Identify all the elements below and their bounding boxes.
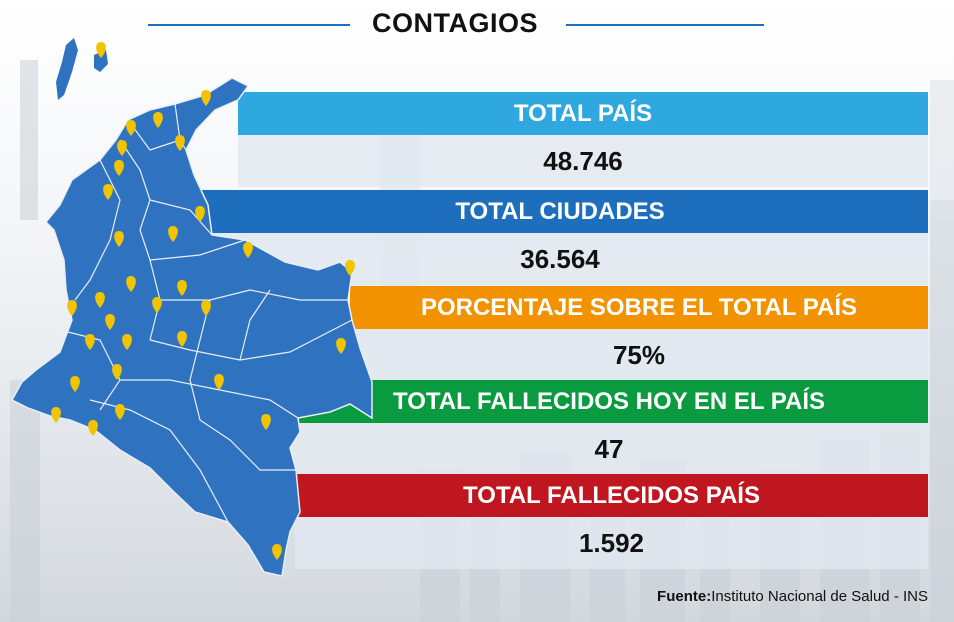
title-bar: CONTAGIOS [0, 0, 954, 50]
source-text: Instituto Nacional de Salud - INS [711, 588, 928, 605]
location-pin-icon [175, 135, 185, 151]
location-pin-icon [122, 334, 132, 350]
location-pin-icon [243, 242, 253, 258]
location-pin-icon [114, 160, 124, 176]
stat-header-fallecidos-hoy: TOTAL FALLECIDOS HOY EN EL PAÍS [290, 380, 928, 423]
stat-header-fallecidos-pais: TOTAL FALLECIDOS PAÍS [295, 474, 928, 517]
location-pin-icon [345, 260, 355, 276]
title-line-left [148, 24, 350, 26]
location-pin-icon [214, 374, 224, 390]
location-pin-icon [70, 376, 80, 392]
department-border [189, 299, 296, 471]
location-pin-icon [201, 90, 211, 106]
department-border [127, 119, 181, 151]
department-border [149, 199, 213, 236]
location-pin-icon [168, 226, 178, 242]
san-andres-island [56, 38, 78, 100]
location-pin-icon [195, 206, 205, 222]
location-pin-icon [51, 407, 61, 423]
location-pin-icon [201, 300, 211, 316]
location-pin-icon [105, 314, 115, 330]
location-pin-icon [85, 334, 95, 350]
stat-value-porcentaje: 75% [350, 329, 928, 381]
location-pin-icon [152, 297, 162, 313]
location-pin-icon [95, 292, 105, 308]
department-border [59, 329, 121, 411]
location-pin-icon [272, 544, 282, 560]
location-pin-icon [88, 420, 98, 436]
stat-value-total-pais: 48.746 [238, 135, 928, 187]
department-border [74, 159, 121, 301]
stat-value-fallecidos-pais: 1.592 [295, 517, 928, 569]
stat-value-fallecidos-hoy: 47 [290, 423, 928, 475]
page-title: CONTAGIOS [372, 8, 538, 38]
stat-header-total-ciudades: TOTAL CIUDADES [192, 190, 928, 233]
location-pin-icon [177, 280, 187, 296]
location-pin-icon [261, 414, 271, 430]
location-pin-icon [126, 276, 136, 292]
department-border [120, 379, 299, 419]
department-border [149, 239, 246, 261]
location-pin-icon [177, 331, 187, 347]
providencia-island [94, 50, 108, 72]
location-pin-icon [67, 300, 77, 316]
department-border [239, 289, 271, 361]
location-pin-icon [336, 338, 346, 354]
title-line-right [566, 24, 764, 26]
colombia-map [10, 38, 373, 577]
department-border [160, 289, 350, 301]
location-pin-icon [114, 231, 124, 247]
location-pin-icon [115, 404, 125, 420]
colombia-mainland [10, 77, 373, 577]
location-pin-icon [112, 364, 122, 380]
source-prefix: Fuente: [657, 588, 712, 605]
stat-header-porcentaje: PORCENTAJE SOBRE EL TOTAL PAÍS [350, 286, 928, 329]
location-pin-icon [126, 120, 136, 136]
location-pin-icon [103, 184, 113, 200]
source-note: Fuente:Instituto Nacional de Salud - INS [657, 588, 928, 605]
location-pin-icon [117, 140, 127, 156]
location-pin-icon [96, 42, 106, 58]
stat-header-total-pais: TOTAL PAÍS [238, 92, 928, 135]
location-pin-icon [153, 112, 163, 128]
